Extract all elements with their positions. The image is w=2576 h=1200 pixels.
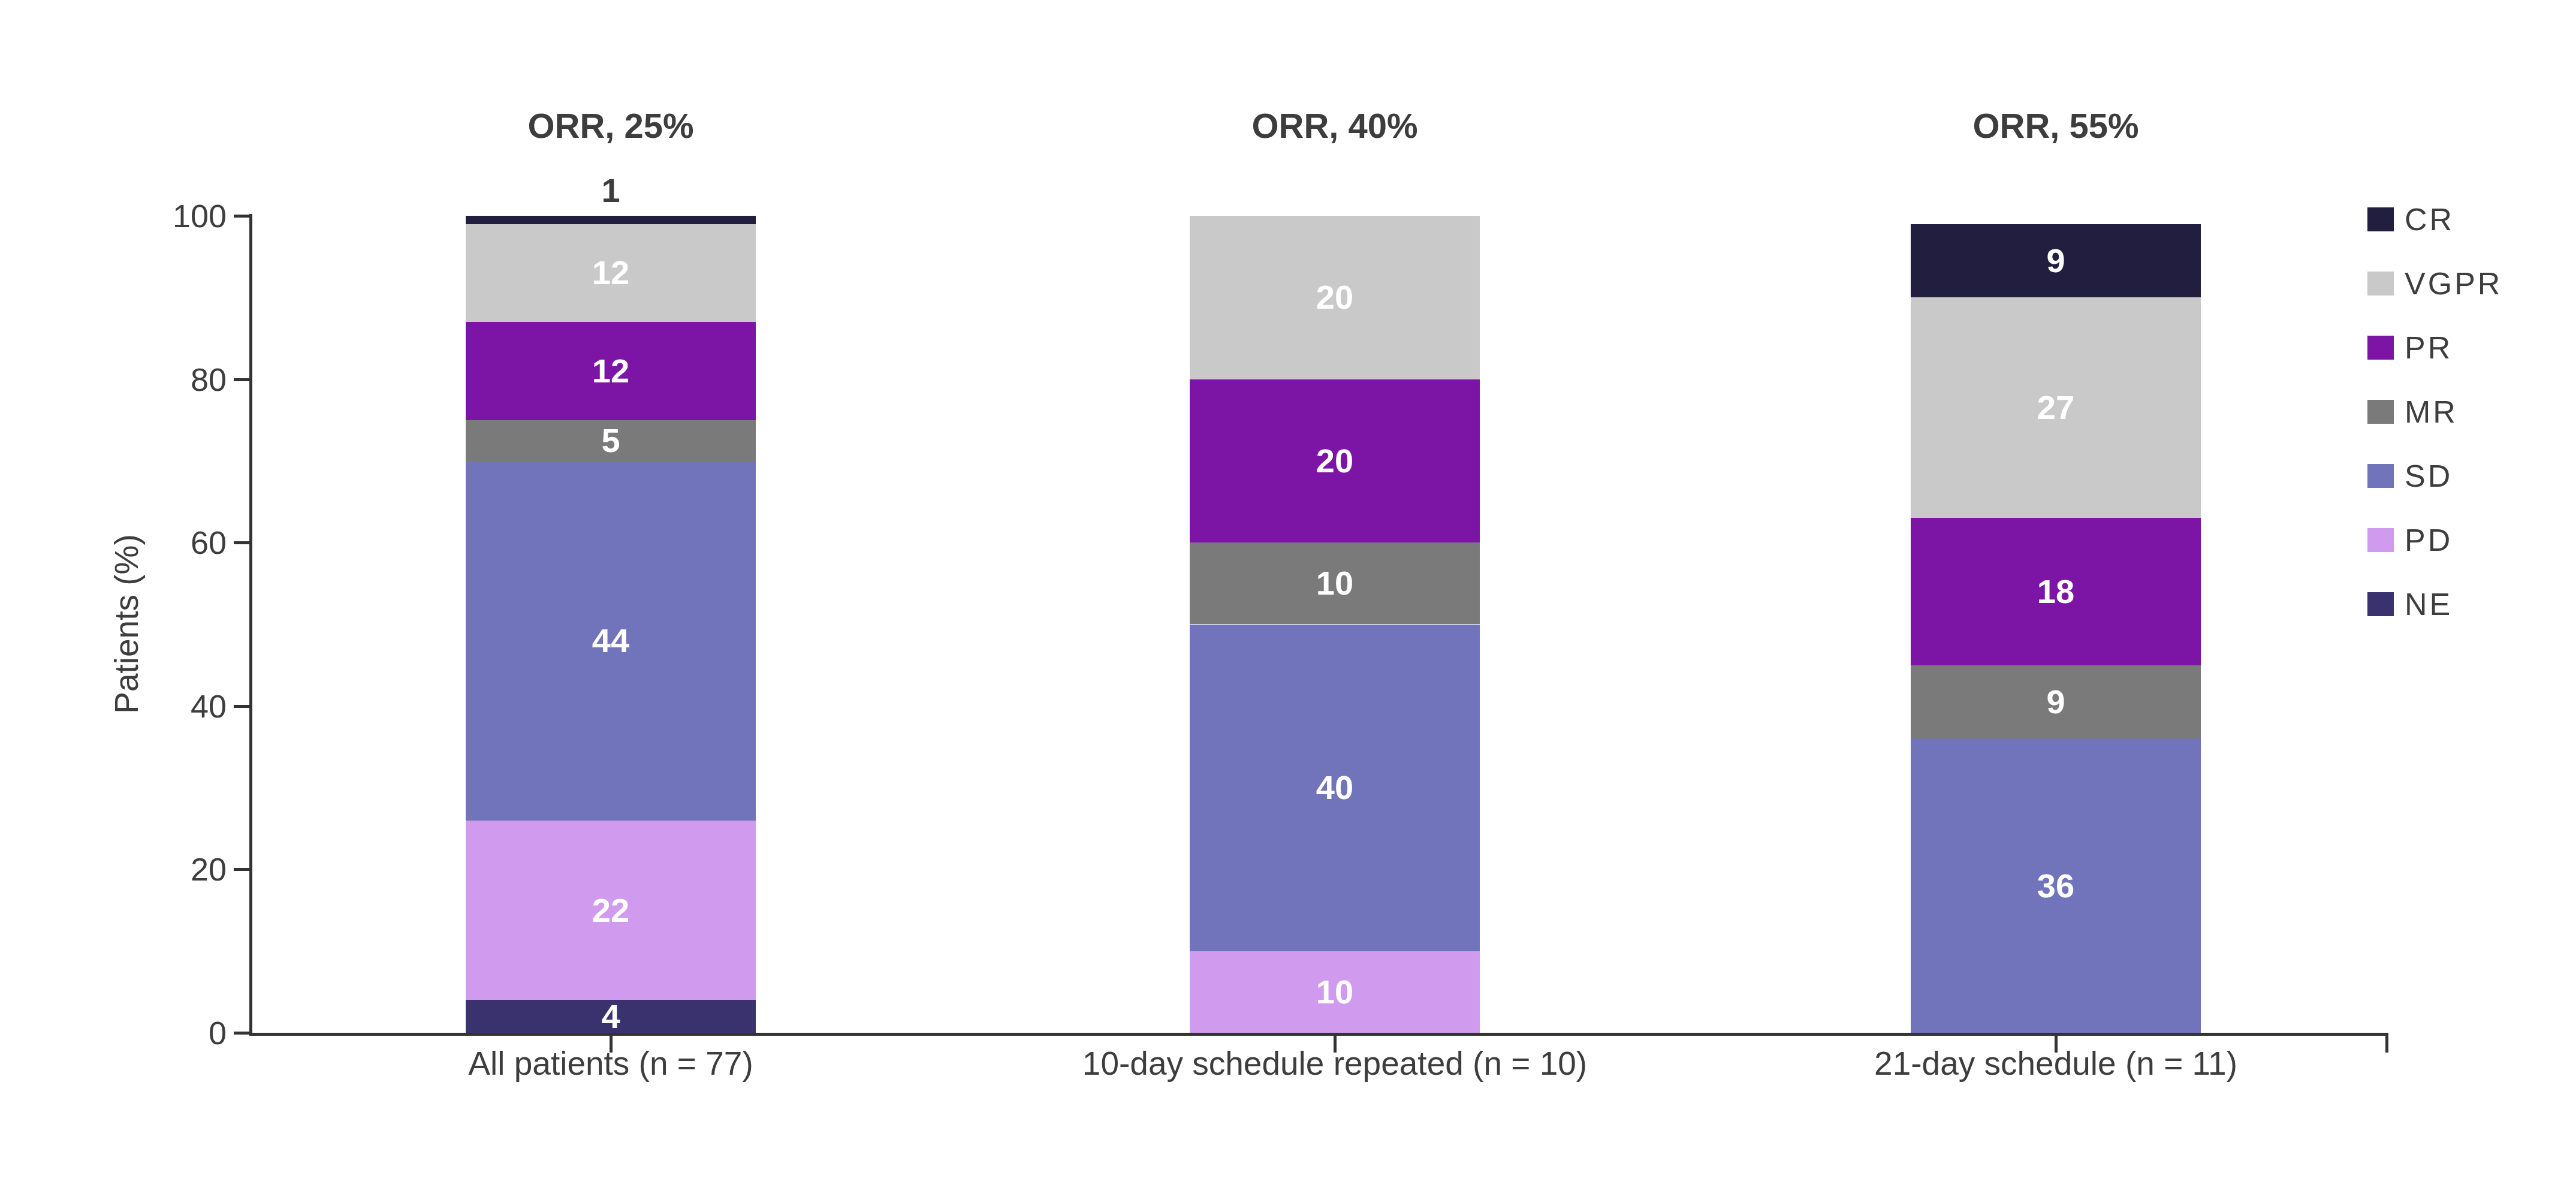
- legend-swatch-vgpr: [2367, 272, 2394, 296]
- y-tick-mark: [234, 378, 249, 381]
- segment-value-label: 4: [466, 1000, 756, 1033]
- legend-label-pd: PD: [2405, 522, 2453, 558]
- segment-value-label: 40: [1190, 771, 1480, 804]
- bar-segment-pr: 20: [1190, 379, 1480, 543]
- bar-segment-cr: 9: [1911, 224, 2201, 298]
- segment-value-label: 10: [1190, 566, 1480, 600]
- legend-swatch-mr: [2367, 400, 2394, 424]
- y-tick-label: 0: [77, 1014, 227, 1052]
- bar-segment-pd: 22: [466, 821, 756, 1000]
- x-axis-end-tick: [2385, 1036, 2388, 1053]
- bar-segment-vgpr: 12: [466, 224, 756, 322]
- bar-segment-pd: 10: [1190, 951, 1480, 1033]
- y-tick-mark: [234, 868, 249, 871]
- x-category-label: 10-day schedule repeated (n = 10): [1082, 1044, 1587, 1083]
- legend-label-sd: SD: [2405, 458, 2453, 494]
- segment-value-label: 27: [1911, 391, 2201, 424]
- legend-label-mr: MR: [2405, 394, 2458, 430]
- legend-swatch-sd: [2367, 464, 2394, 488]
- segment-value-label: 5: [466, 424, 756, 457]
- y-axis-title: Patients (%): [105, 384, 147, 864]
- segment-value-label-outside: 1: [601, 174, 620, 207]
- stacked-bar-chart-figure: Patients (%) 0 20 40 60 80 100 4 22 44 5 12 12 1 10 4…: [0, 0, 2576, 1200]
- legend-label-vgpr: VGPR: [2405, 266, 2502, 301]
- bar-segment-sd: 44: [466, 461, 756, 821]
- bar-segment-vgpr: 20: [1190, 216, 1480, 379]
- bar-segment-mr: 9: [1911, 665, 2201, 739]
- segment-value-label: 9: [1911, 244, 2201, 278]
- legend-swatch-pd: [2367, 528, 2394, 552]
- bar-segment-vgpr: 27: [1911, 297, 2201, 518]
- y-tick-label: 20: [77, 850, 227, 888]
- legend-swatch-cr: [2367, 207, 2394, 231]
- segment-value-label: 44: [466, 624, 756, 658]
- legend-label-ne: NE: [2405, 586, 2453, 622]
- segment-value-label: 20: [1190, 444, 1480, 478]
- bar-segment-sd: 40: [1190, 625, 1480, 951]
- bar-segment-cr: [466, 216, 756, 224]
- segment-value-label: 12: [466, 256, 756, 290]
- bar-segment-sd: 36: [1911, 738, 2201, 1033]
- y-tick-label: 60: [77, 523, 227, 562]
- orr-annotation: ORR, 55%: [1972, 105, 2138, 146]
- segment-value-label: 9: [1911, 685, 2201, 719]
- legend-label-pr: PR: [2405, 330, 2453, 366]
- bar-segment-ne: 4: [466, 1000, 756, 1033]
- segment-value-label: 18: [1911, 575, 2201, 608]
- segment-value-label: 12: [466, 354, 756, 388]
- x-category-label: 21-day schedule (n = 11): [1874, 1044, 2237, 1083]
- segment-value-label: 22: [466, 894, 756, 927]
- bar-segment-mr: 10: [1190, 542, 1480, 624]
- segment-value-label: 36: [1911, 869, 2201, 903]
- bar-segment-pr: 18: [1911, 518, 2201, 665]
- y-axis-line: [249, 214, 252, 1036]
- y-tick-mark: [234, 705, 249, 708]
- y-tick-mark: [234, 1032, 249, 1035]
- x-category-label: All patients (n = 77): [468, 1044, 753, 1083]
- legend-label-cr: CR: [2405, 201, 2454, 237]
- orr-annotation: ORR, 40%: [1251, 105, 1417, 146]
- y-tick-mark: [234, 215, 249, 218]
- bar-segment-mr: 5: [466, 420, 756, 461]
- x-axis-line: [249, 1033, 2388, 1036]
- y-tick-label: 80: [77, 360, 227, 399]
- y-tick-label: 100: [77, 197, 227, 235]
- segment-value-label: 20: [1190, 281, 1480, 314]
- bar-segment-pr: 12: [466, 322, 756, 420]
- segment-value-label: 10: [1190, 975, 1480, 1009]
- y-tick-label: 40: [77, 687, 227, 725]
- legend-swatch-ne: [2367, 592, 2394, 616]
- legend-swatch-pr: [2367, 336, 2394, 360]
- y-tick-mark: [234, 541, 249, 544]
- orr-annotation: ORR, 25%: [527, 105, 693, 146]
